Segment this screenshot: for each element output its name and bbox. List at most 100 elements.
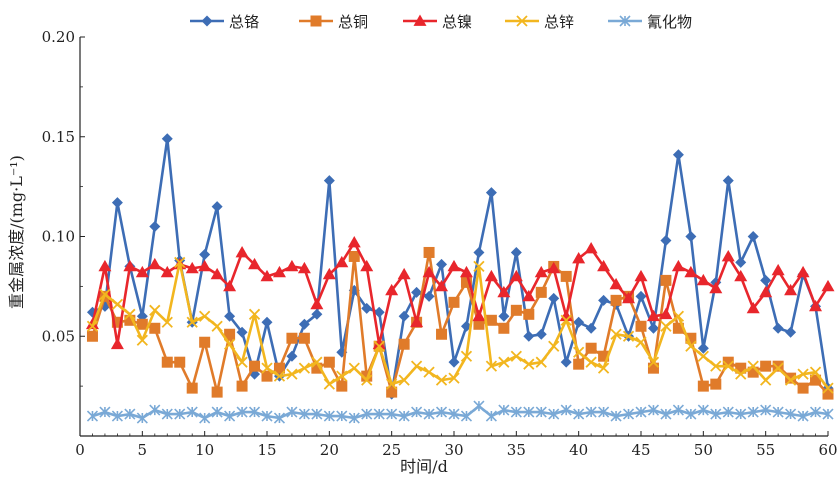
data-point	[685, 408, 697, 420]
data-point	[260, 269, 274, 282]
data-point	[311, 408, 323, 420]
data-point	[646, 309, 660, 322]
legend-marker	[310, 15, 322, 27]
series-5	[86, 400, 834, 424]
data-point	[186, 382, 198, 394]
data-point	[273, 370, 286, 382]
data-point	[149, 304, 161, 316]
data-point	[111, 298, 124, 310]
data-point	[386, 378, 398, 390]
data-point	[809, 299, 823, 312]
data-point	[99, 288, 111, 300]
data-point	[559, 309, 573, 322]
legend-item: 总镍	[403, 13, 472, 31]
data-point	[459, 265, 473, 278]
data-point	[149, 404, 161, 416]
data-point	[410, 315, 424, 328]
data-point	[373, 408, 385, 420]
data-point	[373, 340, 385, 352]
data-point	[647, 404, 660, 416]
data-point	[822, 382, 834, 394]
data-point	[784, 374, 797, 386]
data-point	[498, 356, 510, 368]
data-point	[86, 330, 98, 342]
data-point	[660, 320, 672, 332]
data-point	[822, 388, 834, 400]
legend-item: 总铬	[190, 13, 259, 31]
data-point	[286, 368, 298, 380]
data-point	[360, 259, 374, 272]
data-point	[397, 267, 411, 280]
data-point	[785, 326, 797, 338]
data-point	[672, 310, 685, 322]
data-point	[149, 221, 161, 233]
data-point	[285, 259, 299, 272]
data-point	[759, 285, 773, 298]
data-point	[286, 332, 298, 344]
data-point	[236, 326, 248, 338]
data-point	[473, 400, 485, 412]
data-point	[435, 406, 448, 418]
data-point	[485, 314, 497, 326]
data-point	[248, 406, 261, 418]
data-point	[336, 370, 348, 382]
data-point	[747, 366, 759, 378]
data-point	[523, 330, 535, 342]
data-point	[760, 374, 772, 386]
x-tick-label: 10	[195, 441, 214, 459]
data-point	[261, 410, 273, 422]
data-point	[186, 406, 198, 418]
data-point	[760, 404, 772, 416]
data-point	[647, 362, 659, 374]
data-point	[98, 259, 112, 272]
data-point	[448, 296, 460, 308]
data-point	[436, 258, 448, 270]
series-3	[85, 235, 835, 350]
data-point	[685, 340, 697, 352]
data-point	[797, 410, 809, 422]
data-point	[572, 251, 586, 264]
data-point	[361, 374, 373, 386]
data-point	[635, 336, 647, 348]
data-point	[249, 360, 261, 372]
legend-marker	[516, 15, 528, 27]
data-point	[772, 406, 784, 418]
data-point	[498, 310, 510, 322]
data-point	[448, 372, 460, 384]
data-point	[136, 318, 148, 330]
data-point	[297, 261, 311, 274]
data-point	[336, 410, 348, 422]
data-point	[448, 408, 460, 420]
data-point	[311, 362, 323, 374]
data-point	[710, 378, 722, 390]
data-point	[598, 294, 610, 306]
data-point	[261, 316, 273, 328]
data-point	[722, 360, 734, 372]
data-point	[822, 408, 834, 420]
data-point	[722, 356, 734, 368]
data-point	[423, 366, 435, 378]
data-point	[174, 356, 186, 368]
data-point	[721, 249, 735, 262]
data-point	[273, 412, 286, 424]
x-tick-label: 60	[818, 441, 837, 459]
data-point	[697, 380, 709, 392]
data-point	[697, 342, 709, 354]
data-point	[785, 372, 797, 384]
data-point	[498, 404, 510, 416]
legend-marker	[413, 14, 427, 26]
data-point	[322, 267, 336, 280]
data-point	[236, 380, 248, 392]
x-tick-label: 25	[382, 441, 401, 459]
data-point	[161, 356, 173, 368]
data-point	[709, 281, 723, 294]
data-point	[810, 374, 822, 386]
data-point	[535, 406, 547, 418]
x-tick-label: 40	[569, 441, 588, 459]
data-point	[361, 302, 373, 314]
data-point	[772, 360, 784, 372]
data-point	[535, 356, 547, 368]
data-point	[124, 314, 136, 326]
data-point	[510, 406, 522, 418]
legend-item: 氰化物	[608, 13, 692, 31]
